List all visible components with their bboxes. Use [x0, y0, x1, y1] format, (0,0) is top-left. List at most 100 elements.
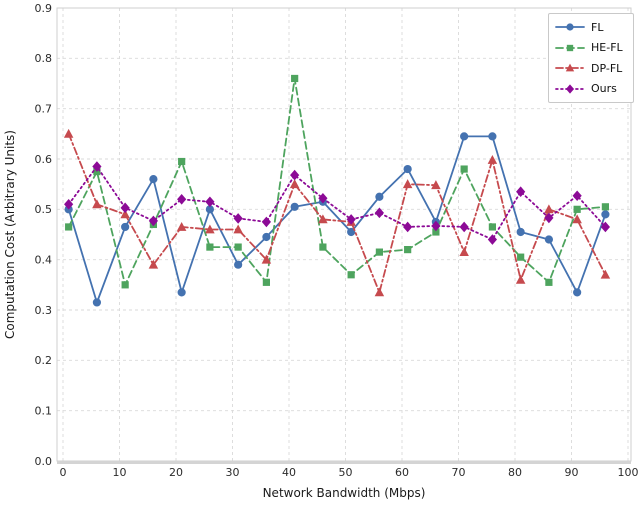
series-FL-marker: [177, 288, 186, 297]
series-Ours-marker: [516, 186, 526, 198]
series-Ours-marker: [148, 215, 158, 227]
legend-diamond-sample-icon: [555, 84, 585, 94]
y-tick-label: 0.8: [35, 52, 53, 65]
legend-item-HE-FL: HE-FL: [554, 38, 628, 58]
series-FL-marker: [544, 235, 554, 244]
series-HE-FL-marker: [234, 243, 242, 251]
series-DP-FL-marker: [148, 259, 159, 269]
legend-triangle-sample-icon: [555, 63, 585, 72]
series-DP-FL-marker: [572, 214, 582, 224]
series-Ours-marker: [92, 161, 102, 172]
series-Ours-marker: [487, 234, 497, 245]
legend-item-Ours: Ours: [554, 79, 628, 99]
x-axis-label: Network Bandwidth (Mbps): [263, 486, 426, 500]
legend-label: Ours: [591, 82, 617, 96]
legend-marker: [565, 63, 575, 72]
legend-circle-sample-icon: [555, 23, 585, 31]
series-FL-marker: [601, 210, 610, 219]
series-Ours-marker: [233, 213, 243, 224]
series-HE-FL-marker: [432, 228, 440, 236]
series-FL-marker: [403, 164, 412, 174]
series-DP-FL-line: [67, 132, 607, 294]
series-Ours-marker: [120, 202, 130, 214]
series-DP-FL-marker: [431, 180, 441, 190]
legend-marker: [566, 23, 574, 31]
legend-square-sample-icon: [555, 44, 585, 51]
series-Ours-marker: [64, 199, 74, 210]
x-tick-label: 60: [395, 466, 409, 479]
series-Ours-marker: [318, 192, 328, 204]
plot-border: [56, 7, 632, 462]
series-FL-marker: [375, 192, 384, 201]
series-Ours-marker: [459, 221, 469, 233]
series-Ours-marker: [374, 207, 384, 219]
y-axis-label: Computation Cost (Arbitrary Units): [3, 130, 17, 339]
series-HE-FL-marker: [65, 223, 73, 231]
series-FL-marker: [516, 227, 525, 237]
series-HE-FL-line: [67, 77, 607, 286]
series-FL-marker: [347, 227, 356, 237]
series-HE-FL-marker: [206, 243, 214, 251]
legend-label: HE-FL: [591, 41, 623, 55]
series-Ours-marker: [544, 212, 554, 224]
y-tick-label: 0.6: [35, 153, 53, 166]
series-DP-FL-marker: [318, 214, 328, 224]
x-tick-label: 40: [282, 466, 296, 479]
x-tick-label: 90: [565, 466, 579, 479]
x-tick-label: 30: [226, 466, 240, 479]
series-Ours-marker: [261, 216, 271, 228]
series-DP-FL-marker: [600, 269, 611, 279]
y-tick-label: 0.2: [35, 354, 53, 367]
legend-item-DP-FL: DP-FL: [554, 58, 628, 78]
chart-legend: FL HE-FL DP-FL Ours: [548, 13, 634, 103]
legend-label: DP-FL: [591, 61, 623, 75]
y-tick-label: 0.9: [35, 2, 53, 15]
series-DP-FL-marker: [459, 247, 469, 257]
series-HE-FL-marker: [488, 223, 496, 231]
series-HE-FL-marker: [319, 243, 327, 251]
series-HE-FL-marker: [375, 248, 383, 256]
y-tick-label: 0.5: [35, 203, 53, 216]
series-FL-marker: [121, 222, 130, 232]
series-HE-FL-marker: [404, 246, 412, 254]
series-DP-FL-marker: [120, 209, 130, 219]
x-tick-label: 80: [508, 466, 522, 479]
series-Ours-marker: [177, 193, 187, 205]
legend-label: FL: [591, 20, 604, 34]
legend-marker: [566, 44, 574, 51]
series-FL-marker: [573, 288, 582, 297]
series-HE-FL-marker: [601, 203, 609, 211]
series-Ours-marker: [431, 220, 441, 232]
series-DP-FL-marker: [63, 128, 74, 138]
y-tick-label: 0.4: [35, 253, 53, 266]
series-FL-marker: [234, 260, 243, 269]
legend-marker: [565, 84, 575, 94]
series-Ours-marker: [205, 196, 215, 208]
series-FL-marker: [488, 132, 497, 141]
series-DP-FL-marker: [402, 179, 413, 189]
series-FL-line: [67, 135, 607, 304]
series-DP-FL-marker: [176, 221, 187, 231]
series-DP-FL-marker: [289, 179, 300, 189]
series-DP-FL-marker: [374, 287, 385, 297]
series-HE-FL-marker: [121, 281, 129, 289]
series-Ours-line: [67, 165, 607, 241]
series-DP-FL-marker: [205, 224, 215, 234]
series-HE-FL-marker: [573, 205, 581, 213]
series-Ours-marker: [403, 221, 413, 233]
x-tick-label: 70: [452, 466, 466, 479]
series-DP-FL-marker: [515, 274, 526, 284]
series-Ours-marker: [600, 221, 610, 233]
series-HE-FL-marker: [262, 278, 270, 286]
series-Ours-marker: [572, 190, 582, 202]
y-tick-label: 0.1: [35, 404, 53, 417]
series-HE-FL-marker: [291, 74, 299, 83]
series-DP-FL-marker: [233, 224, 243, 234]
series-HE-FL-marker: [460, 165, 468, 173]
x-tick-label: 10: [113, 466, 127, 479]
series-Ours-marker: [346, 214, 356, 225]
series-HE-FL-marker: [178, 157, 186, 166]
series-HE-FL-marker: [517, 253, 525, 261]
